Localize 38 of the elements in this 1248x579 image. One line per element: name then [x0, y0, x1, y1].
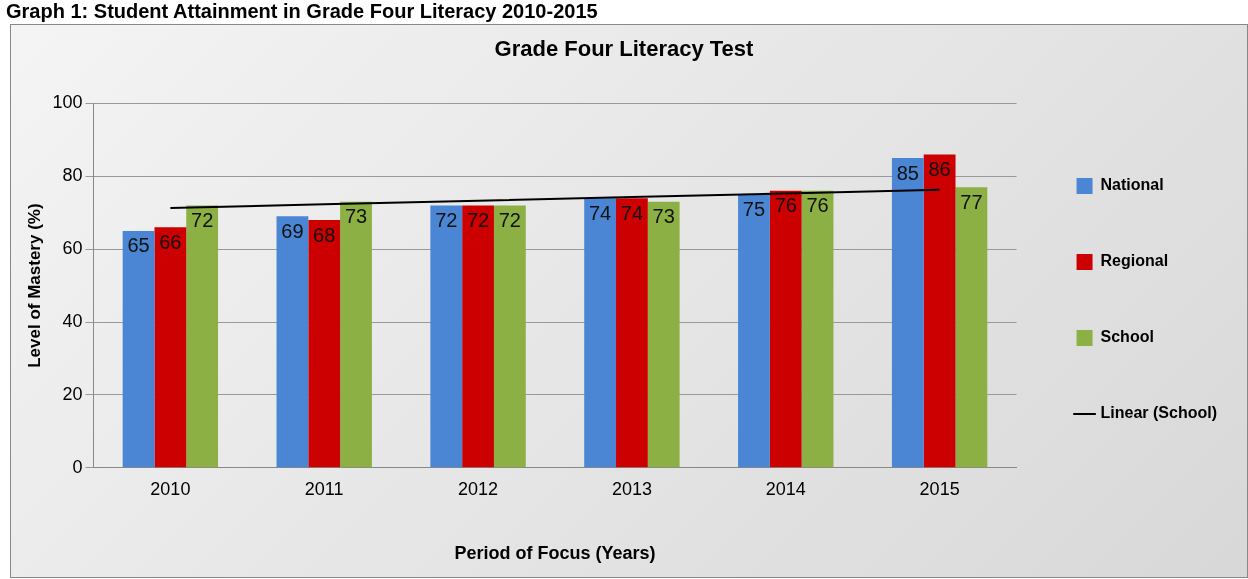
legend-label: School — [1100, 328, 1154, 346]
data-label: 66 — [159, 230, 182, 253]
data-label: 77 — [960, 190, 983, 213]
x-axis-title: Period of Focus (Years) — [454, 543, 656, 564]
y-tick-label: 20 — [62, 383, 83, 404]
data-label: 73 — [344, 205, 368, 228]
data-label: 76 — [806, 194, 829, 217]
x-tick-label: 2010 — [150, 478, 191, 499]
y-tick-label: 60 — [62, 238, 83, 259]
data-label: 73 — [652, 205, 675, 228]
x-tick-label: 2011 — [304, 478, 344, 499]
data-label: 72 — [498, 208, 521, 231]
data-label: 68 — [313, 223, 336, 246]
y-tick-label: 100 — [52, 92, 83, 113]
y-axis-title: Level of Mastery (%) — [24, 203, 44, 368]
chart-title: Graph 1: Student Attainment in Grade Four Literacy 2010-2015 — [6, 0, 598, 23]
data-label: 86 — [928, 157, 951, 180]
legend-label: Linear (School) — [1100, 404, 1217, 422]
y-tick-label: 80 — [62, 165, 83, 186]
data-label: 69 — [281, 219, 304, 242]
x-tick-label: 2014 — [765, 478, 806, 499]
data-label: 74 — [588, 201, 612, 224]
y-tick-label: 0 — [72, 456, 83, 477]
data-label: 74 — [620, 201, 644, 224]
data-label: 72 — [191, 208, 214, 231]
x-tick-label: 2015 — [919, 478, 960, 499]
data-label: 65 — [127, 234, 150, 257]
data-label: 76 — [774, 194, 797, 217]
data-label: 85 — [896, 161, 919, 184]
x-tick-label: 2012 — [458, 478, 499, 499]
legend-label: National — [1100, 176, 1164, 194]
data-label: 72 — [466, 208, 490, 231]
y-tick-label: 40 — [62, 311, 83, 332]
data-label: 75 — [742, 198, 766, 221]
legend-label: Regional — [1100, 252, 1169, 270]
x-tick-label: 2013 — [611, 478, 652, 499]
data-label: 72 — [435, 208, 458, 231]
chart-subtitle: Grade Four Literacy Test — [494, 36, 755, 62]
